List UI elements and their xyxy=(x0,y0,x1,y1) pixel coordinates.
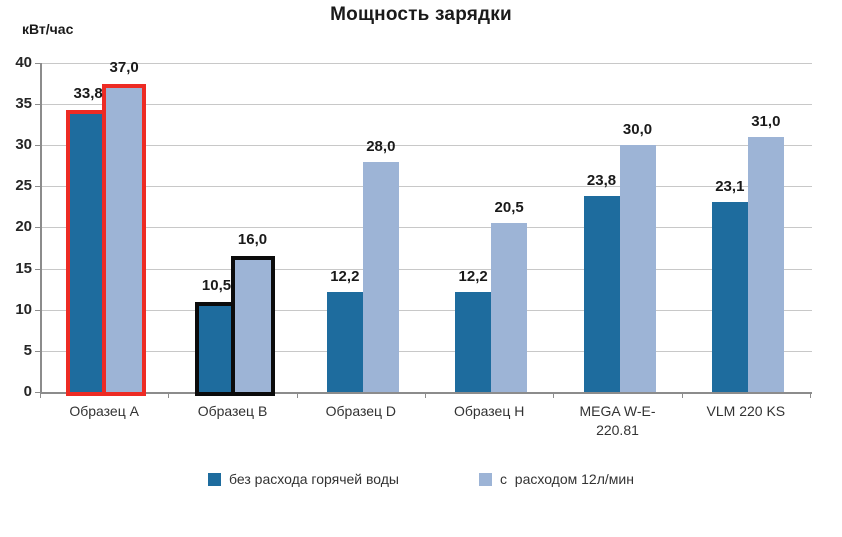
bar-s0-c5 xyxy=(711,202,748,392)
gridline-15 xyxy=(42,269,812,270)
y-tick-mark-40 xyxy=(35,63,40,64)
y-tick-label-15: 15 xyxy=(15,260,32,277)
legend-label-0: без расхода горячей воды xyxy=(229,471,399,487)
x-tick-mark-5 xyxy=(681,392,683,398)
data-label-s0-c2: 12,2 xyxy=(330,268,360,285)
bar-s0-c4 xyxy=(583,196,620,392)
y-tick-mark-15 xyxy=(35,269,40,270)
y-tick-mark-0 xyxy=(35,392,40,393)
data-label-s0-c5: 23,1 xyxy=(715,178,745,195)
bar-s1-c3 xyxy=(491,223,528,392)
bar-s0-c3 xyxy=(455,292,492,392)
y-tick-label-5: 5 xyxy=(23,342,32,359)
y-tick-label-0: 0 xyxy=(23,383,32,400)
bar-s0-c2 xyxy=(326,292,363,392)
data-label-s1-c2: 28,0 xyxy=(366,138,396,155)
y-tick-mark-5 xyxy=(35,351,40,352)
data-label-s1-c1: 16,0 xyxy=(237,231,268,248)
category-label-4: MEGA W-E-220.81 xyxy=(579,403,656,438)
x-tick-mark-6 xyxy=(810,392,811,398)
data-label-s1-c0: 37,0 xyxy=(109,59,139,76)
x-tick-mark-1 xyxy=(168,392,170,398)
legend-swatch-icon-0 xyxy=(208,472,222,486)
bar-s1-c4 xyxy=(619,145,656,392)
legend-item-0: без расхода горячей воды xyxy=(208,471,399,487)
y-tick-mark-20 xyxy=(35,227,40,228)
data-label-s0-c0: 33,8 xyxy=(73,85,103,102)
legend: без расхода горячей воды с расходом 12л/м… xyxy=(0,471,842,487)
legend-label-1: с расходом 12л/мин xyxy=(500,471,634,487)
gridline-10 xyxy=(42,310,812,311)
x-tick-mark-2 xyxy=(296,392,298,398)
legend-swatch-icon-1 xyxy=(479,472,492,486)
y-tick-mark-35 xyxy=(35,104,40,105)
y-tick-label-10: 10 xyxy=(15,301,32,318)
y-axis-unit-label: кВт/час xyxy=(22,21,74,37)
bar-s1-c0 xyxy=(102,84,147,396)
data-label-s1-c3: 20,5 xyxy=(494,199,524,216)
plot-area: 33,8 37,0 10,5 16,0 12,2 28,0 12,2 20,5 23,8 30,0… xyxy=(40,59,812,396)
y-tick-label-20: 20 xyxy=(15,218,32,235)
category-label-2: Образец D xyxy=(325,403,397,419)
category-label-1: Образец B xyxy=(197,403,268,419)
gridline-5 xyxy=(42,351,812,352)
chart-title: Мощность зарядки xyxy=(330,4,512,25)
legend-item-1: с расходом 12л/мин xyxy=(479,471,634,487)
bar-s1-c1 xyxy=(230,256,275,396)
gridline-30 xyxy=(42,145,812,146)
data-label-s1-c5: 31,0 xyxy=(751,113,781,130)
y-tick-mark-30 xyxy=(35,145,40,146)
gridline-25 xyxy=(42,186,812,187)
category-label-3: Образец H xyxy=(453,403,525,419)
y-tick-mark-25 xyxy=(35,186,40,187)
gridline-20 xyxy=(42,227,812,228)
data-label-s0-c1: 10,5 xyxy=(201,277,232,294)
y-tick-label-35: 35 xyxy=(15,95,32,112)
y-tick-label-30: 30 xyxy=(15,136,32,153)
x-tick-mark-0 xyxy=(40,392,41,398)
y-tick-label-40: 40 xyxy=(15,54,32,71)
x-tick-mark-3 xyxy=(425,392,426,398)
bar-s1-c2 xyxy=(362,162,399,392)
y-tick-mark-10 xyxy=(35,310,40,311)
category-label-0: Образец A xyxy=(69,403,139,419)
y-tick-label-25: 25 xyxy=(15,177,32,194)
x-tick-mark-4 xyxy=(553,392,555,398)
category-label-5: VLM 220 KS xyxy=(706,403,786,419)
gridline-40 xyxy=(42,63,812,64)
gridline-35 xyxy=(42,104,812,105)
bar-s1-c5 xyxy=(747,137,784,392)
data-label-s0-c3: 12,2 xyxy=(458,268,488,285)
data-label-s0-c4: 23,8 xyxy=(586,172,617,189)
data-label-s1-c4: 30,0 xyxy=(622,121,653,138)
